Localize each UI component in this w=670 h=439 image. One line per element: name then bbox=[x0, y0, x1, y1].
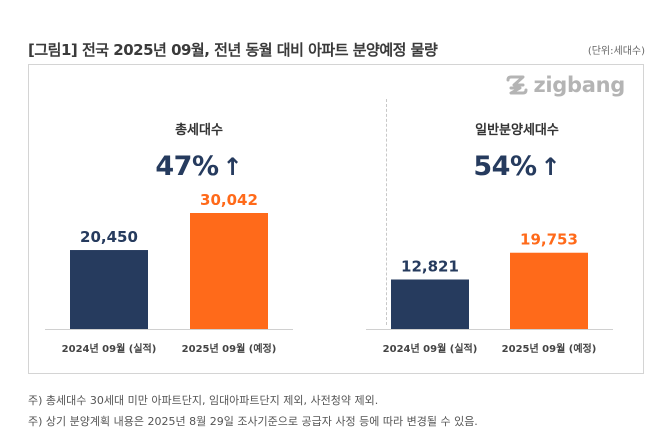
general-sale-value-label-2024: 12,821 bbox=[401, 257, 459, 275]
general-sale-category-label-2025: 2025년 09월 (예정) bbox=[502, 342, 597, 355]
general-sale-value-label-2025: 19,753 bbox=[520, 231, 578, 249]
total-bar-2025 bbox=[190, 213, 268, 329]
total-units-label: 총세대수 bbox=[175, 123, 223, 138]
total-value-label-2024: 20,450 bbox=[80, 228, 138, 246]
total-category-label-2025: 2025년 09월 (예정) bbox=[182, 342, 277, 355]
total-units-growth-value: 47% bbox=[155, 151, 219, 182]
general-sale-bar-2025 bbox=[510, 252, 588, 329]
total-category-label-2024: 2024년 09월 (실적) bbox=[62, 342, 157, 355]
unit-label: (단위:세대수) bbox=[587, 46, 645, 57]
chart-title: [그림1] 전국 2025년 09월, 전년 동월 대비 아파트 분양예정 물량 bbox=[28, 41, 438, 59]
general-sale-units-label: 일반분양세대수 bbox=[475, 123, 559, 138]
zigbang-logo: zigbang bbox=[506, 73, 625, 97]
section-divider bbox=[386, 99, 387, 325]
general-sale-units-growth: 54% ↑ bbox=[473, 151, 560, 182]
total-units-growth: 47% ↑ bbox=[155, 151, 242, 182]
general-sale-bar-2024 bbox=[391, 279, 469, 329]
zigbang-logo-icon bbox=[506, 75, 528, 95]
general-sale-category-label-2024: 2024년 09월 (실적) bbox=[383, 342, 478, 355]
footnote-1: 주) 총세대수 30세대 미만 아파트단지, 임대아파트단지 제외, 사전청약 … bbox=[28, 394, 379, 407]
total-bar-2024 bbox=[70, 250, 148, 329]
up-arrow-icon: ↑ bbox=[540, 152, 561, 181]
up-arrow-icon: ↑ bbox=[222, 152, 243, 181]
general-sale-units-growth-value: 54% bbox=[473, 151, 537, 182]
chart-panel: zigbang 총세대수 47% ↑ 일반분양세대수 54% ↑ 20,450 2… bbox=[28, 64, 644, 374]
total-value-label-2025: 30,042 bbox=[200, 191, 258, 209]
zigbang-logo-text: zigbang bbox=[533, 73, 625, 97]
footnote-2: 주) 상기 분양계획 내용은 2025년 8월 29일 조사기준으로 공급자 사… bbox=[28, 415, 478, 428]
bar-chart-canvas: 20,450 2024년 09월 (실적) 30,042 2025년 09월 (예정)… bbox=[45, 191, 613, 355]
